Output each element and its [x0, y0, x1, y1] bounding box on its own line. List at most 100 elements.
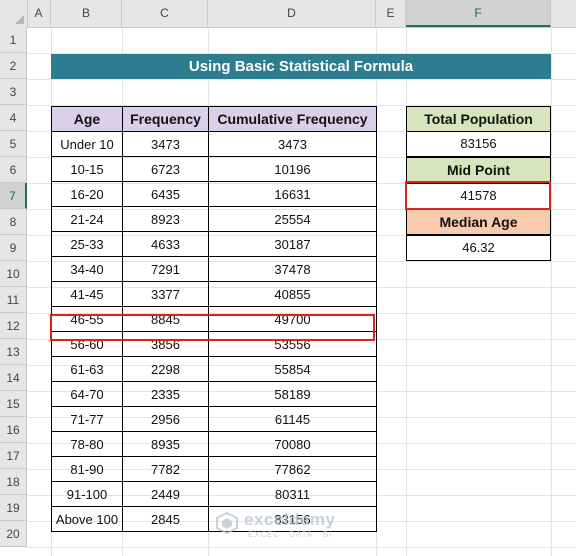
total-population-label[interactable]: Total Population: [406, 106, 551, 132]
table-row: 10-15 6723 10196: [51, 156, 377, 182]
table-row: 16-20 6435 16631: [51, 181, 377, 207]
exceldemy-watermark: exceldemy EXCEL · DATA · BI: [216, 510, 376, 544]
age-cell[interactable]: 91-100: [51, 481, 123, 507]
row-header-13[interactable]: 13: [0, 339, 27, 365]
table-row: 56-60 3856 53556: [51, 331, 377, 357]
row-header-20[interactable]: 20: [0, 521, 27, 547]
column-header-a[interactable]: A: [27, 0, 51, 27]
table-row: 61-63 2298 55854: [51, 356, 377, 382]
table-row: 81-90 7782 77862: [51, 456, 377, 482]
frequency-cell[interactable]: 8935: [122, 431, 209, 457]
cumulative-frequency-cell[interactable]: 16631: [208, 181, 377, 207]
row-header-10[interactable]: 10: [0, 261, 27, 287]
exceldemy-logo-icon: [216, 512, 238, 534]
mid-point-label[interactable]: Mid Point: [406, 157, 551, 183]
median-age-value[interactable]: 46.32: [406, 235, 551, 261]
frequency-cell[interactable]: 2335: [122, 381, 209, 407]
frequency-cell[interactable]: 3473: [122, 131, 209, 157]
row-header-1[interactable]: 1: [0, 27, 27, 53]
table-row: 78-80 8935 70080: [51, 431, 377, 457]
row-header-5[interactable]: 5: [0, 131, 27, 157]
row-header-3[interactable]: 3: [0, 79, 27, 105]
age-cell[interactable]: 34-40: [51, 256, 123, 282]
frequency-cell[interactable]: 3377: [122, 281, 209, 307]
gridline: [376, 27, 377, 556]
cumulative-frequency-cell[interactable]: 61145: [208, 406, 377, 432]
gridline: [27, 105, 576, 106]
column-header-f[interactable]: F: [406, 0, 551, 27]
table-row: Under 10 3473 3473: [51, 131, 377, 157]
frequency-cell[interactable]: 2298: [122, 356, 209, 382]
row-header-15[interactable]: 15: [0, 391, 27, 417]
age-cell[interactable]: 71-77: [51, 406, 123, 432]
header-age[interactable]: Age: [51, 106, 123, 132]
frequency-cell[interactable]: 4633: [122, 231, 209, 257]
total-population-value[interactable]: 83156: [406, 131, 551, 157]
cumulative-frequency-cell[interactable]: 10196: [208, 156, 377, 182]
median-class-highlight: [50, 314, 375, 341]
frequency-cell[interactable]: 6435: [122, 181, 209, 207]
cumulative-frequency-cell[interactable]: 40855: [208, 281, 377, 307]
cumulative-frequency-cell[interactable]: 3473: [208, 131, 377, 157]
frequency-cell[interactable]: 2449: [122, 481, 209, 507]
cumulative-frequency-cell[interactable]: 30187: [208, 231, 377, 257]
frequency-cell[interactable]: 7291: [122, 256, 209, 282]
row-header-7[interactable]: 7: [0, 183, 27, 209]
cumulative-frequency-cell[interactable]: 37478: [208, 256, 377, 282]
row-header-4[interactable]: 4: [0, 105, 27, 131]
frequency-cell[interactable]: 6723: [122, 156, 209, 182]
cumulative-frequency-cell[interactable]: 80311: [208, 481, 377, 507]
cumulative-frequency-cell[interactable]: 70080: [208, 431, 377, 457]
age-cell[interactable]: 10-15: [51, 156, 123, 182]
row-header-12[interactable]: 12: [0, 313, 27, 339]
frequency-cell[interactable]: 2956: [122, 406, 209, 432]
row-header-11[interactable]: 11: [0, 287, 27, 313]
table-row: 21-24 8923 25554: [51, 206, 377, 232]
row-header-16[interactable]: 16: [0, 417, 27, 443]
age-cell[interactable]: 64-70: [51, 381, 123, 407]
mid-point-highlight: [405, 181, 551, 210]
column-header-d[interactable]: D: [208, 0, 376, 27]
header-cumulative-frequency[interactable]: Cumulative Frequency: [208, 106, 377, 132]
row-header-17[interactable]: 17: [0, 443, 27, 469]
age-cell[interactable]: Above 100: [51, 506, 123, 532]
row-header-6[interactable]: 6: [0, 157, 27, 183]
cumulative-frequency-cell[interactable]: 58189: [208, 381, 377, 407]
frequency-cell[interactable]: 7782: [122, 456, 209, 482]
age-cell[interactable]: 16-20: [51, 181, 123, 207]
age-cell[interactable]: 25-33: [51, 231, 123, 257]
age-cell[interactable]: 41-45: [51, 281, 123, 307]
row-header-14[interactable]: 14: [0, 365, 27, 391]
select-all-button[interactable]: [0, 0, 28, 27]
frequency-cell[interactable]: 2845: [122, 506, 209, 532]
header-frequency[interactable]: Frequency: [122, 106, 209, 132]
row-header-8[interactable]: 8: [0, 209, 27, 235]
column-header-b[interactable]: B: [51, 0, 122, 27]
frequency-cell[interactable]: 8923: [122, 206, 209, 232]
cumulative-frequency-cell[interactable]: 25554: [208, 206, 377, 232]
column-header-c[interactable]: C: [122, 0, 208, 27]
gridline: [406, 27, 407, 556]
sheet-title[interactable]: Using Basic Statistical Formula: [51, 54, 551, 79]
table-row: 25-33 4633 30187: [51, 231, 377, 257]
row-header-9[interactable]: 9: [0, 235, 27, 261]
age-cell[interactable]: 78-80: [51, 431, 123, 457]
age-cell[interactable]: 21-24: [51, 206, 123, 232]
cumulative-frequency-cell[interactable]: 77862: [208, 456, 377, 482]
table-row: 71-77 2956 61145: [51, 406, 377, 432]
row-header-19[interactable]: 19: [0, 495, 27, 521]
watermark-name: exceldemy: [244, 510, 336, 529]
row-header-18[interactable]: 18: [0, 469, 27, 495]
table-row: 41-45 3377 40855: [51, 281, 377, 307]
age-cell[interactable]: 61-63: [51, 356, 123, 382]
gridline: [27, 547, 576, 548]
gridline: [27, 53, 576, 54]
age-cell[interactable]: 81-90: [51, 456, 123, 482]
age-cell[interactable]: Under 10: [51, 131, 123, 157]
cumulative-frequency-cell[interactable]: 55854: [208, 356, 377, 382]
median-age-label[interactable]: Median Age: [406, 209, 551, 235]
column-header-e[interactable]: E: [376, 0, 406, 27]
row-header-2[interactable]: 2: [0, 53, 27, 79]
gridline: [551, 27, 552, 556]
